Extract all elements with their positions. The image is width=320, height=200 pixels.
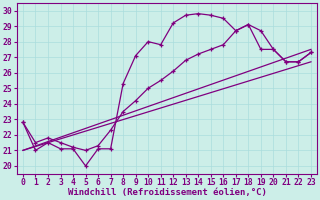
X-axis label: Windchill (Refroidissement éolien,°C): Windchill (Refroidissement éolien,°C) xyxy=(68,188,266,197)
